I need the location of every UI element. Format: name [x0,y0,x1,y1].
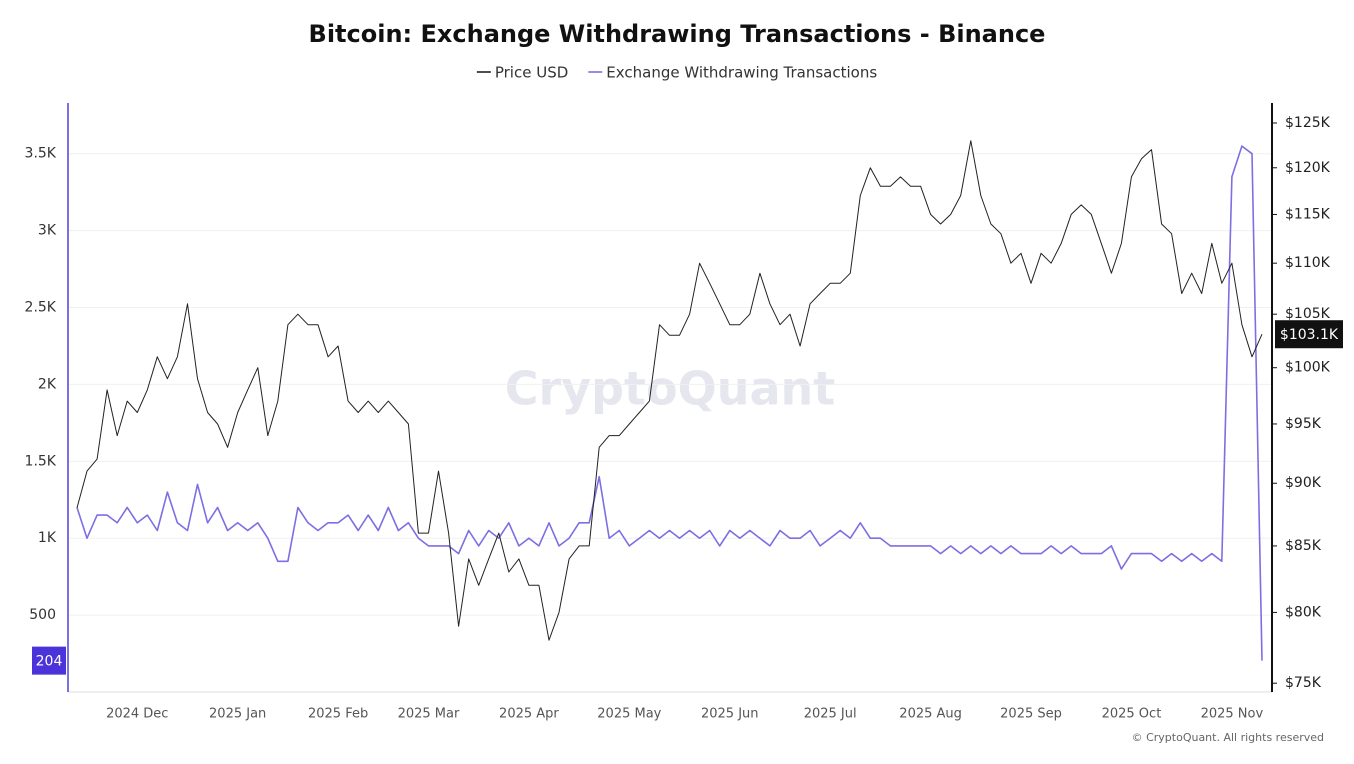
value-flag: $103.1K [1275,320,1343,349]
x-tick-label: 2025 Apr [499,707,559,722]
y2-tick-label: $100K [1285,360,1331,376]
y-tick-label: 3K [38,223,57,239]
value-flag-box [32,646,66,675]
value-flag-label: $103.1K [1280,327,1339,343]
x-tick-label: 2025 Mar [398,707,460,722]
value-flag: 204 [32,646,66,675]
value-flag-label: 204 [36,654,63,670]
footer: © CryptoQuant. All rights reserved [1132,731,1324,744]
y2-tick-label: $125K [1285,115,1331,131]
x-tick-label: 2025 Jan [209,707,266,722]
x-tick-label: 2025 Feb [308,707,368,722]
x-tick-label: 2025 Jun [701,707,759,722]
y2-tick-label: $95K [1285,416,1322,432]
y2-tick-label: $110K [1285,255,1331,271]
y-tick-label: 500 [29,607,56,623]
y-tick-label: 1.5K [25,453,57,469]
y-tick-label: 1K [38,530,57,546]
series-line [76,145,1263,661]
y2-tick-label: $80K [1285,604,1322,620]
y-tick-label: 3.5K [25,146,57,162]
watermark: CryptoQuant [505,362,836,416]
y2-tick-label: $75K [1285,675,1322,691]
legend-item: Price USD [476,64,568,82]
x-tick-label: 2025 Aug [899,707,962,722]
legend-label: Price USD [495,64,568,82]
y2-tick-label: $120K [1285,160,1331,176]
series-line [76,140,1263,641]
legend: Price USD Exchange Withdrawing Transactio… [476,64,877,82]
legend-item: Exchange Withdrawing Transactions [588,64,877,82]
y2-tick-label: $105K [1285,306,1331,322]
y-tick-label: 2K [38,376,57,392]
x-tick-label: 2025 Jul [804,707,857,722]
x-tick-label: 2025 May [597,707,661,722]
x-tick-label: 2024 Dec [106,707,168,722]
x-tick-label: 2025 Nov [1201,707,1264,722]
y2-tick-label: $85K [1285,538,1322,554]
value-flag-box [1275,320,1343,349]
x-tick-label: 2025 Oct [1102,707,1162,722]
x-tick-label: 2025 Sep [1000,707,1062,722]
y2-tick-label: $90K [1285,475,1322,491]
y-tick-label: 2.5K [25,300,57,316]
chart-title: Bitcoin: Exchange Withdrawing Transactio… [309,20,1046,48]
y2-tick-label: $115K [1285,206,1331,222]
legend-label: Exchange Withdrawing Transactions [606,64,877,82]
